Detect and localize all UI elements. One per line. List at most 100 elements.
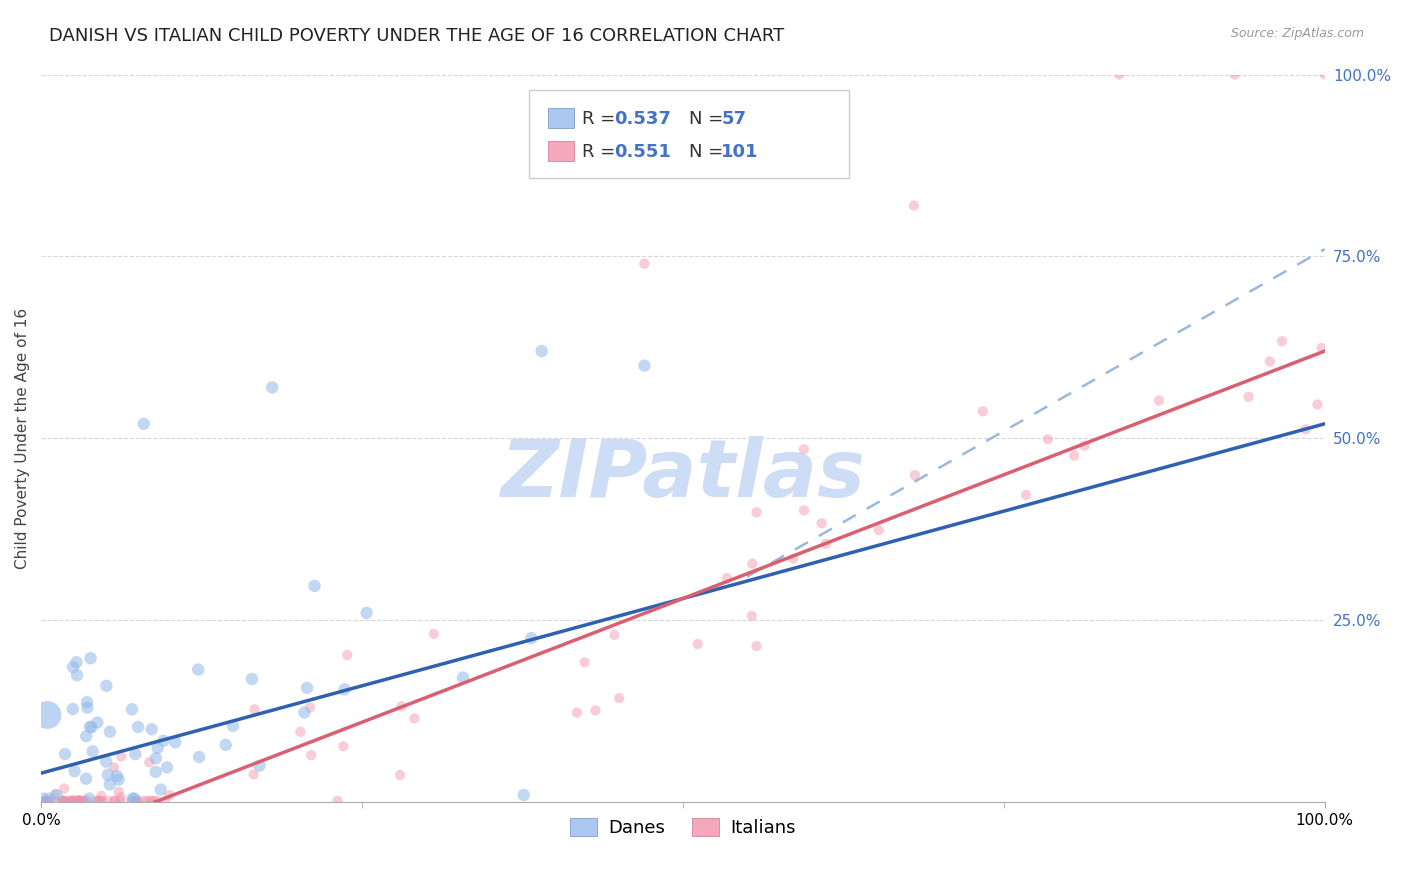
Point <box>187 663 209 677</box>
Point <box>96 679 118 693</box>
Point <box>745 505 768 519</box>
Point <box>121 702 143 716</box>
Point <box>79 651 101 665</box>
Point <box>745 639 768 653</box>
Point <box>34 794 56 808</box>
Point <box>53 781 76 796</box>
Point <box>98 777 121 791</box>
Point <box>146 741 169 756</box>
Point <box>451 671 474 685</box>
Text: ZIPatlas: ZIPatlas <box>501 436 865 514</box>
Point <box>188 750 211 764</box>
Point <box>76 695 98 709</box>
Point <box>904 468 927 483</box>
Point <box>1036 433 1059 447</box>
Point <box>45 788 67 802</box>
Point <box>249 758 271 772</box>
Point <box>1258 354 1281 368</box>
Legend: Danes, Italians: Danes, Italians <box>562 811 803 844</box>
Point <box>972 404 994 418</box>
Point <box>633 257 655 271</box>
Point <box>97 768 120 782</box>
Point <box>139 794 162 808</box>
Point <box>125 794 148 808</box>
Point <box>262 380 284 394</box>
Point <box>69 794 91 808</box>
Point <box>138 755 160 769</box>
Point <box>77 791 100 805</box>
Point <box>35 794 58 808</box>
Point <box>1313 68 1336 82</box>
Point <box>124 794 146 808</box>
Point <box>607 691 630 706</box>
Point <box>84 794 107 808</box>
Point <box>165 735 187 749</box>
Point <box>38 791 60 805</box>
Point <box>298 700 321 714</box>
Point <box>66 793 89 807</box>
Point <box>96 755 118 769</box>
Point <box>73 794 96 808</box>
Point <box>299 748 322 763</box>
Point <box>124 747 146 761</box>
Text: 0.551: 0.551 <box>614 143 671 161</box>
Point <box>56 794 79 808</box>
Point <box>124 791 146 805</box>
Point <box>1063 449 1085 463</box>
Point <box>89 794 111 808</box>
Point <box>127 794 149 808</box>
Point <box>87 794 110 808</box>
Point <box>127 720 149 734</box>
Point <box>243 702 266 716</box>
Point <box>603 628 626 642</box>
Point <box>336 648 359 662</box>
Text: 57: 57 <box>721 110 747 128</box>
Point <box>73 794 96 808</box>
Point <box>810 516 832 531</box>
Point <box>80 720 103 734</box>
Point <box>69 794 91 808</box>
Point <box>389 768 412 782</box>
Point <box>37 794 59 808</box>
Text: 0.537: 0.537 <box>614 110 671 128</box>
Point <box>121 791 143 805</box>
Point <box>1147 393 1170 408</box>
Point <box>1310 341 1333 355</box>
Point <box>585 704 607 718</box>
Point <box>1073 439 1095 453</box>
Point <box>145 794 167 808</box>
Point <box>51 794 73 808</box>
Point <box>136 794 159 808</box>
Point <box>153 794 176 808</box>
Point <box>70 794 93 808</box>
Point <box>356 606 378 620</box>
Point <box>90 789 112 803</box>
Point <box>326 794 349 808</box>
Point <box>86 715 108 730</box>
Point <box>159 788 181 802</box>
Point <box>53 747 76 761</box>
Point <box>574 655 596 669</box>
Point <box>32 791 55 805</box>
Point <box>142 794 165 808</box>
Point <box>103 794 125 808</box>
Point <box>332 739 354 754</box>
Text: 101: 101 <box>721 143 759 161</box>
Point <box>292 706 315 720</box>
Point <box>145 751 167 765</box>
Text: R =: R = <box>582 143 621 161</box>
Point <box>814 537 837 551</box>
Point <box>512 788 534 802</box>
Point <box>149 782 172 797</box>
Point <box>520 631 543 645</box>
Text: Source: ZipAtlas.com: Source: ZipAtlas.com <box>1230 27 1364 40</box>
Point <box>793 442 815 457</box>
Point <box>222 719 245 733</box>
Point <box>35 794 58 808</box>
Point <box>565 706 588 720</box>
Point <box>76 794 98 808</box>
Point <box>97 794 120 808</box>
Point <box>156 760 179 774</box>
Point <box>782 551 804 566</box>
Point <box>75 729 97 743</box>
